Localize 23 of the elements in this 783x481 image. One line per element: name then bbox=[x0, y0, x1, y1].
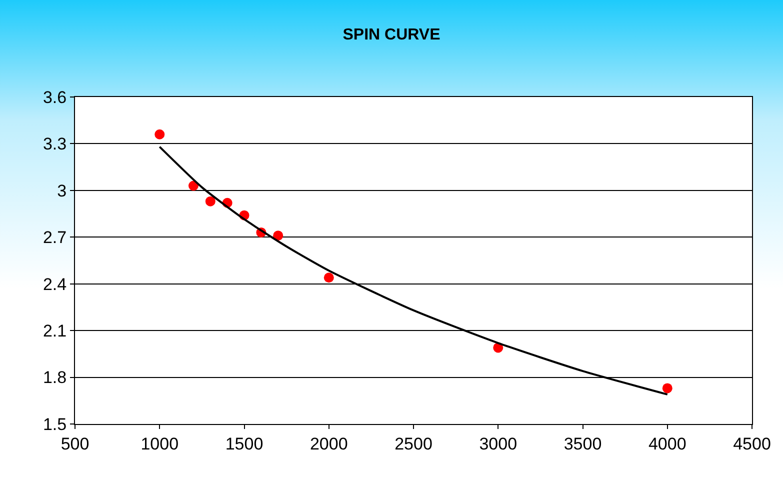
x-tick-label: 1500 bbox=[225, 434, 264, 454]
x-tick-label: 3000 bbox=[479, 434, 518, 454]
chart-title: SPIN CURVE bbox=[342, 26, 441, 44]
point bbox=[273, 230, 284, 241]
point bbox=[324, 272, 334, 283]
y-tick-label: 2.7 bbox=[42, 228, 67, 248]
x-tick-label: 500 bbox=[60, 434, 90, 454]
y-tick-label: 3.3 bbox=[42, 134, 67, 154]
y-tick-label: 1.8 bbox=[42, 368, 67, 388]
x-tick-label: 4500 bbox=[733, 434, 771, 454]
y-tick-label: 2.1 bbox=[42, 322, 67, 341]
x-tick-label: 4000 bbox=[648, 434, 686, 454]
y-tick-label: 1.5 bbox=[42, 414, 67, 434]
y-tick-label: 3 bbox=[57, 181, 67, 200]
y-tick-label: 3.6 bbox=[42, 88, 67, 107]
point bbox=[662, 383, 672, 394]
y-tick-label: 2.4 bbox=[42, 274, 67, 294]
x-tick-label: 2500 bbox=[394, 434, 432, 454]
point bbox=[154, 129, 165, 140]
x-tick-label: 1000 bbox=[140, 434, 179, 454]
x-tick-label: 3500 bbox=[564, 434, 602, 454]
point bbox=[205, 196, 216, 206]
x-tick-label: 2000 bbox=[310, 434, 348, 454]
